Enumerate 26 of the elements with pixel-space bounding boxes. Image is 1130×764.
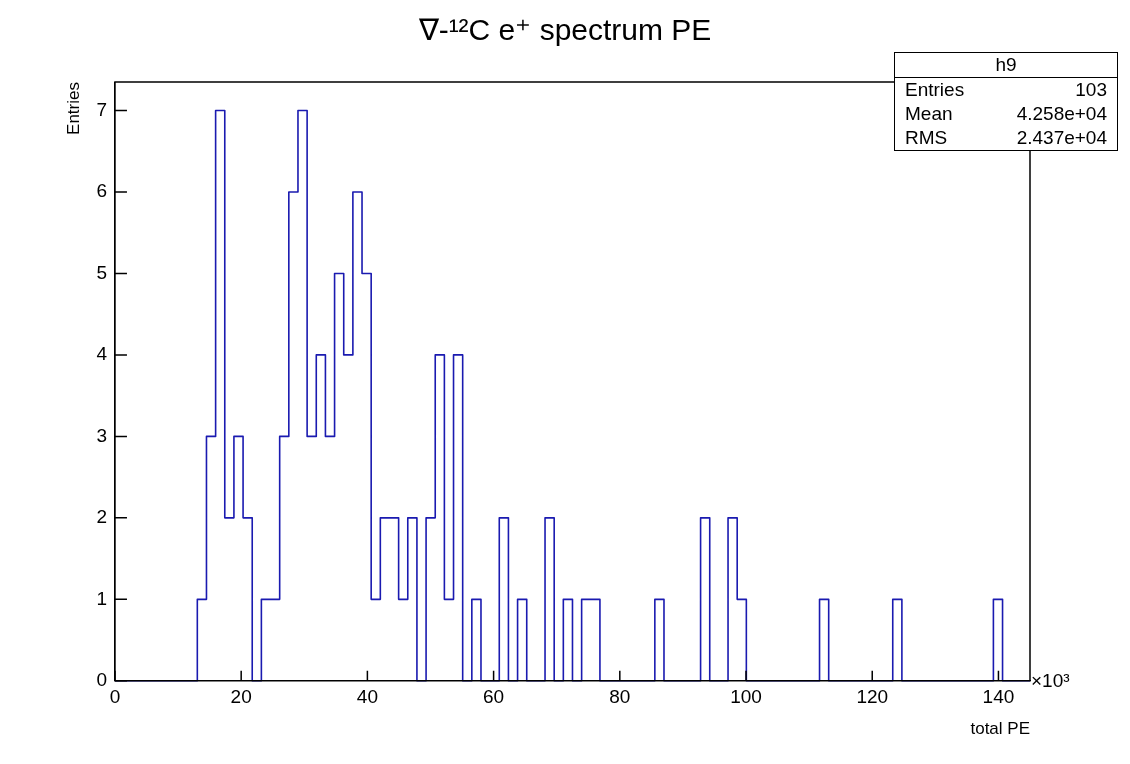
text: ×10³ — [1031, 670, 1070, 692]
x-tick-label: 120 — [856, 686, 889, 708]
y-tick-label: 0 — [96, 669, 107, 691]
annotation: Mean — [905, 103, 953, 125]
annotation: 2.437e+04 — [1016, 127, 1107, 149]
x-axis-title: total PE — [970, 719, 1030, 739]
annotation: 4.258e+04 — [1016, 103, 1107, 125]
text: 103 — [1075, 79, 1107, 101]
y-tick-label: 7 — [96, 98, 107, 120]
y-tick-label: 2 — [96, 506, 107, 528]
x-tick-label: 20 — [230, 686, 252, 708]
annotation: RMS — [905, 127, 948, 149]
x-tick-label: 60 — [483, 686, 505, 708]
chart-title: ∇-¹²C e⁺ spectrum PE — [417, 12, 713, 47]
text: h9 — [895, 53, 1117, 78]
annotation: Entries — [905, 79, 965, 101]
y-tick-label: 6 — [96, 180, 107, 202]
x-tick-label: 80 — [609, 686, 631, 708]
x-tick-label: 140 — [982, 686, 1015, 708]
y-tick-label: 3 — [96, 424, 107, 446]
y-tick-label: 5 — [96, 261, 107, 283]
y-tick-label: 4 — [96, 343, 108, 365]
y-tick-label: 1 — [96, 587, 107, 609]
y-axis-title: Entries — [63, 82, 83, 135]
x-tick-label: 100 — [730, 686, 762, 708]
x-tick-label: 40 — [356, 686, 378, 708]
